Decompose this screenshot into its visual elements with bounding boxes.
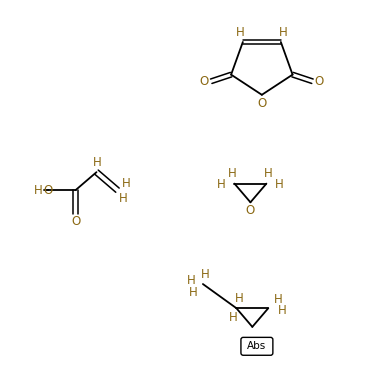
Text: O: O xyxy=(246,204,255,218)
Text: H: H xyxy=(200,268,209,281)
Text: H: H xyxy=(119,192,128,205)
Text: O: O xyxy=(200,75,209,88)
Text: H: H xyxy=(121,178,130,191)
FancyBboxPatch shape xyxy=(241,338,273,355)
Text: O: O xyxy=(71,215,80,228)
Text: H: H xyxy=(236,26,245,39)
Text: H: H xyxy=(217,178,226,191)
Text: H: H xyxy=(279,26,288,39)
Text: H: H xyxy=(93,156,101,169)
Text: H: H xyxy=(235,292,244,305)
Text: H: H xyxy=(187,274,196,287)
Text: H: H xyxy=(278,304,286,317)
Text: H: H xyxy=(275,178,284,191)
Text: O: O xyxy=(315,75,324,88)
Text: H: H xyxy=(34,184,43,197)
Text: O: O xyxy=(44,184,53,197)
Text: H: H xyxy=(273,293,282,306)
Text: H: H xyxy=(189,286,198,299)
Text: H: H xyxy=(229,311,238,325)
Text: H: H xyxy=(264,167,273,180)
Text: Abs: Abs xyxy=(247,341,267,351)
Text: H: H xyxy=(228,167,237,180)
Text: O: O xyxy=(257,97,267,110)
